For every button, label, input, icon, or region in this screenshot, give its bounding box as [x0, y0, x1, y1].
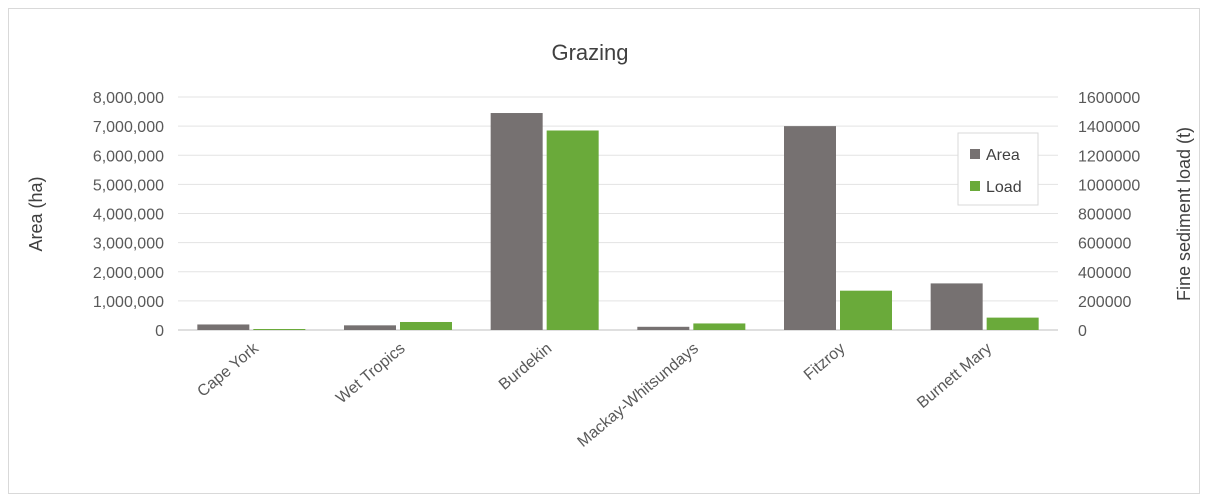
bar-area-3: [637, 326, 690, 330]
bar-area-1: [344, 325, 396, 330]
bar-load-5: [986, 317, 1039, 330]
bar-load-3: [693, 323, 746, 330]
left-tick-label: 5,000,000: [93, 177, 164, 194]
bar-area-4: [784, 126, 836, 330]
category-labels: Cape York Wet Tropics Burdekin Mackay-Whits…: [194, 339, 995, 450]
bar-load-1: [400, 321, 452, 330]
right-tick-label: 400000: [1078, 265, 1131, 282]
right-tick-label: 1600000: [1078, 90, 1140, 107]
chart-title: Grazing: [551, 40, 628, 65]
gridlines: [178, 96, 1058, 331]
left-tick-label: 2,000,000: [93, 265, 164, 282]
legend-swatch-area: [970, 149, 980, 159]
category-label: Burnett Mary: [914, 340, 995, 412]
legend-box: [957, 132, 1039, 206]
chart-frame: [8, 8, 1200, 494]
right-tick-label: 800000: [1078, 207, 1131, 224]
category-label: Cape York: [194, 339, 262, 400]
left-tick-label: 8,000,000: [93, 90, 164, 107]
left-tick-label: 3,000,000: [93, 236, 164, 253]
legend-label-area: Area: [986, 147, 1020, 164]
category-label: Mackay-Whitsundays: [575, 340, 702, 451]
right-tick-label: 1200000: [1078, 148, 1140, 165]
bars: [197, 113, 1039, 330]
right-axis-ticks: 0 200000 400000 600000 800000 1000000 1200000 1…: [1078, 90, 1140, 340]
left-tick-label: 4,000,000: [93, 207, 164, 224]
right-tick-label: 1400000: [1078, 119, 1140, 136]
bar-load-2: [546, 130, 599, 330]
left-axis-ticks: 0 1,000,000 2,000,000 3,000,000 4,000,000 5,0…: [93, 90, 164, 340]
bar-area-2: [490, 113, 543, 330]
right-tick-label: 200000: [1078, 294, 1131, 311]
left-tick-label: 7,000,000: [93, 119, 164, 136]
left-axis-title: Area (ha): [26, 176, 46, 251]
category-label: Burdekin: [496, 340, 555, 394]
right-tick-label: 600000: [1078, 236, 1131, 253]
right-tick-label: 1000000: [1078, 177, 1140, 194]
bar-area-5: [930, 283, 983, 330]
right-axis-title: Fine sediment load (t): [1174, 127, 1194, 301]
category-label: Wet Tropics: [333, 340, 408, 407]
bar-load-4: [840, 290, 892, 330]
bar-area-0: [197, 324, 250, 330]
legend-swatch-load: [970, 181, 980, 191]
legend: Area Load: [957, 132, 1039, 206]
legend-label-load: Load: [986, 179, 1022, 196]
left-tick-label: 1,000,000: [93, 294, 164, 311]
category-label: Fitzroy: [801, 340, 849, 384]
left-tick-label: 0: [155, 323, 164, 340]
left-tick-label: 6,000,000: [93, 148, 164, 165]
bar-load-0: [253, 329, 306, 330]
right-tick-label: 0: [1078, 323, 1087, 340]
